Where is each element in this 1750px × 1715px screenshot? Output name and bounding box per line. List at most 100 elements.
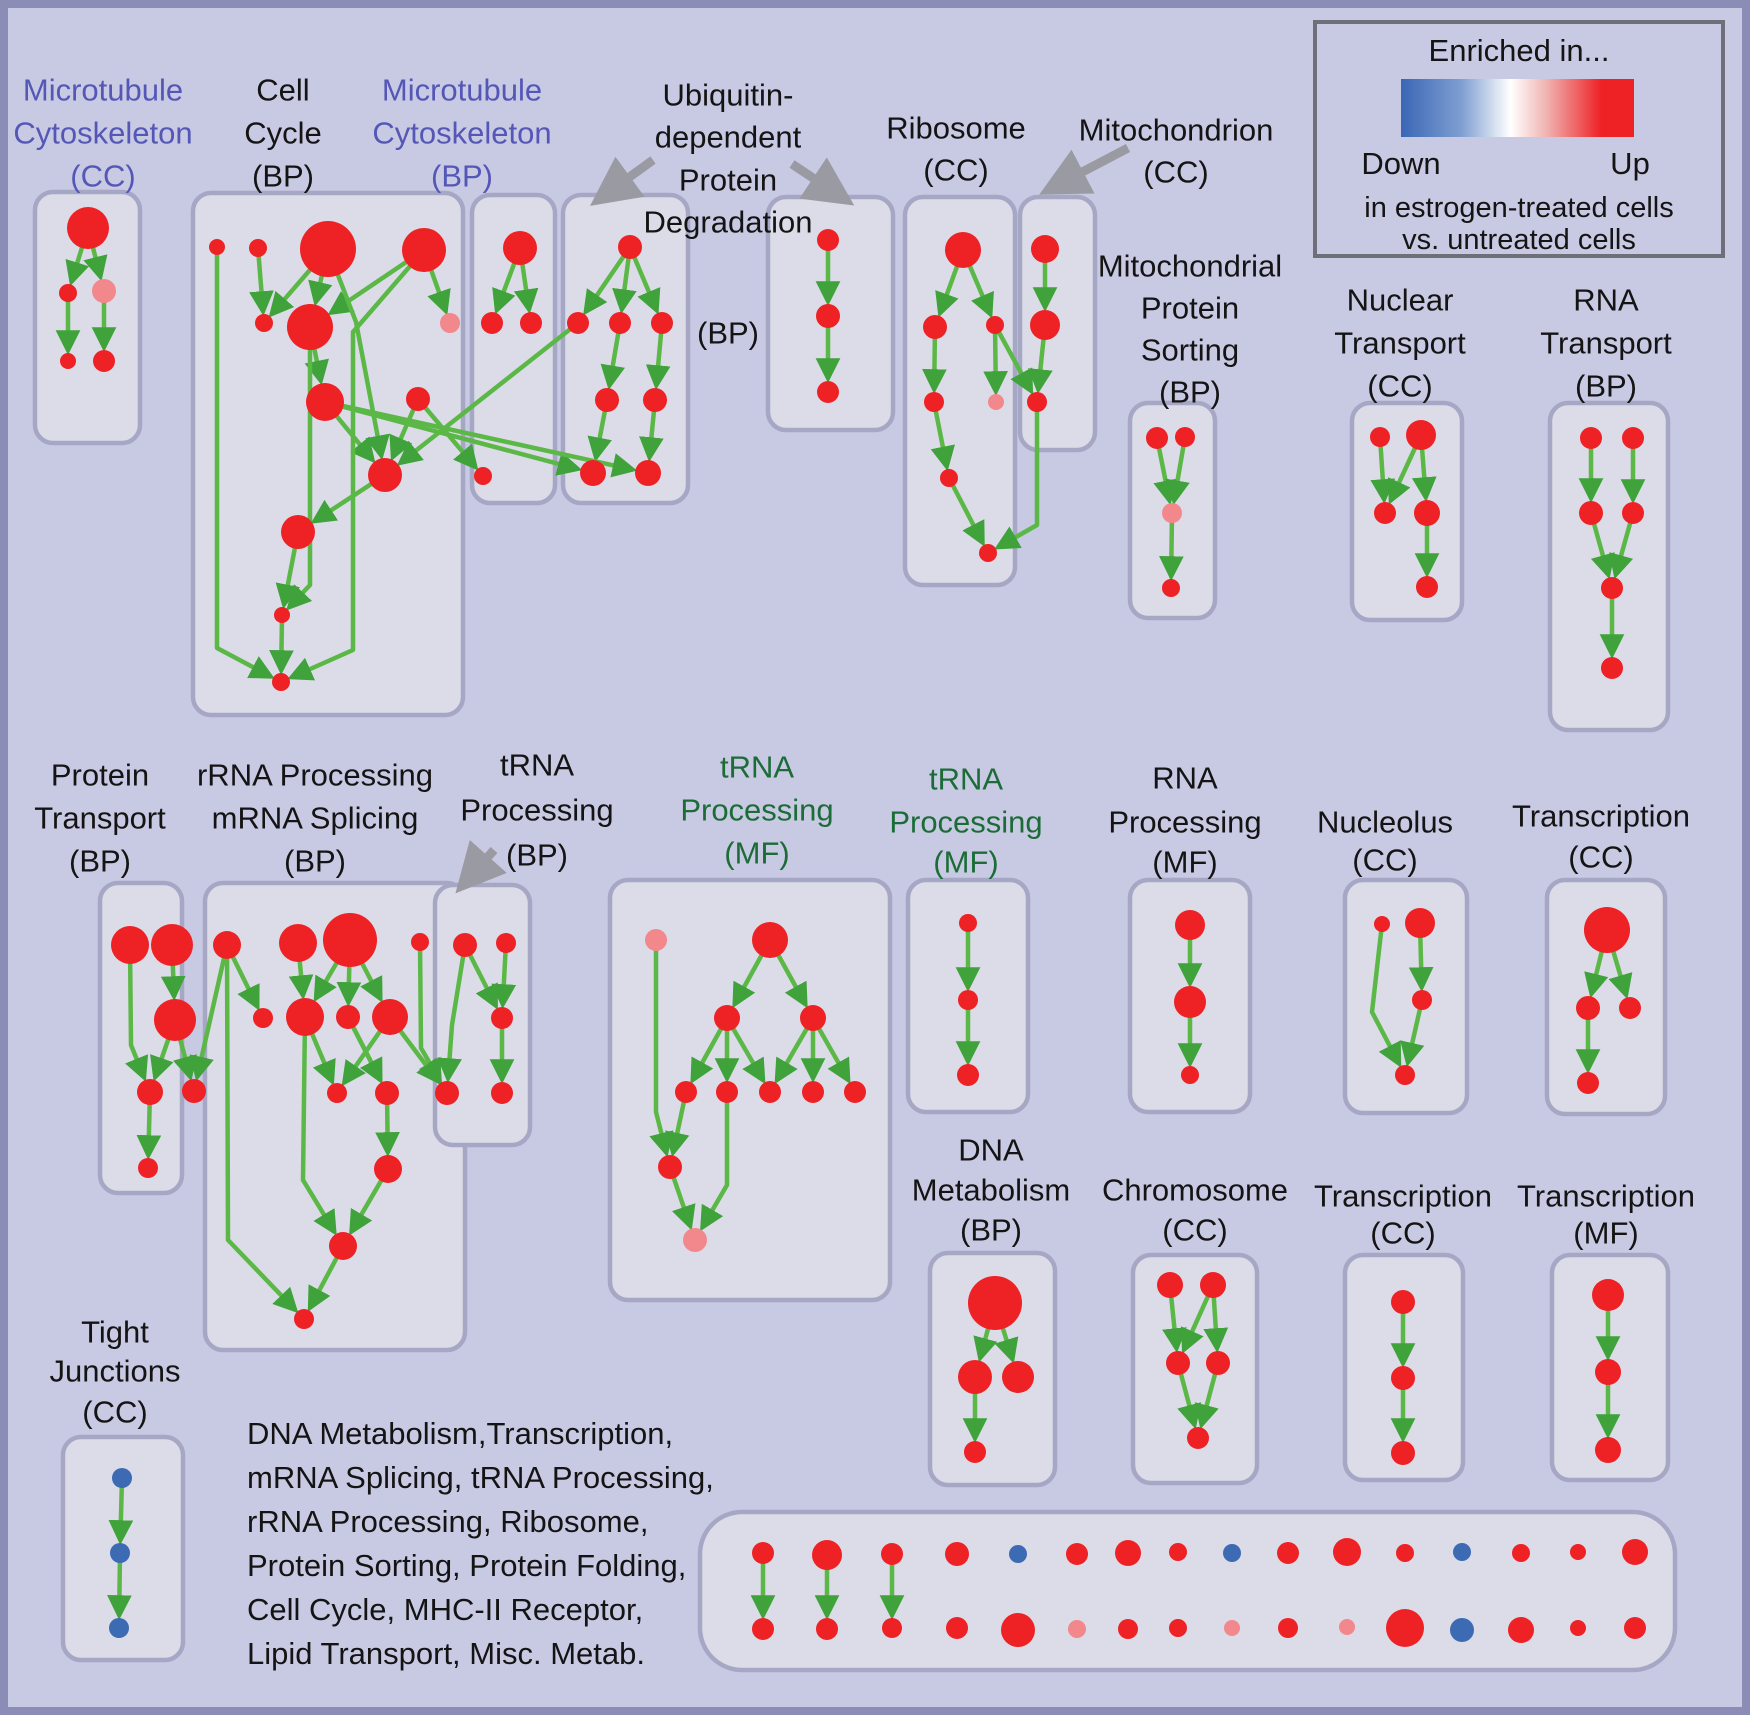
node-trnamf_big [802, 1081, 824, 1103]
node-mito [1027, 392, 1047, 412]
node-trnamf_big [645, 929, 667, 951]
edge [125, 944, 149, 1082]
node-pt [111, 926, 149, 964]
node-dnam [958, 1360, 992, 1394]
node-trnamf_sm [957, 1064, 979, 1086]
cluster-label-cell_cycle: (BP) [252, 159, 314, 194]
cluster-label-trcc3: Transcription [1314, 1179, 1492, 1214]
node-rrna [279, 924, 317, 962]
node-ub2 [817, 229, 839, 251]
cluster-label-tj: (CC) [82, 1395, 147, 1430]
node-trcc2 [1584, 907, 1630, 953]
node-trmf [1592, 1279, 1624, 1311]
node-strip [812, 1540, 842, 1570]
node-cell_cycle [249, 239, 267, 257]
node-cell_cycle [281, 515, 315, 549]
node-mps [1162, 579, 1180, 597]
node-mt_cc [59, 284, 77, 302]
node-trnamf_big [800, 1005, 826, 1031]
node-strip [1570, 1620, 1586, 1636]
cluster-label-trnamf_big: Processing [680, 793, 833, 828]
node-mt_cc [93, 350, 115, 372]
node-rnat [1579, 501, 1603, 525]
node-strip [1386, 1609, 1424, 1647]
node-mito [1030, 310, 1060, 340]
nodes-layer [59, 207, 1648, 1647]
edge [107, 1552, 132, 1620]
node-rnat [1601, 577, 1623, 599]
node-rrna [294, 1309, 314, 1329]
labels-layer: Microtubule Cytoskeleton (CC) Cell Cycle (BP)… [13, 73, 1695, 1430]
node-cell_cycle [402, 228, 446, 272]
cluster-box-nucleolus [1342, 877, 1470, 1116]
cluster-label-rrna: mRNA Splicing [212, 801, 419, 836]
node-strip [1624, 1617, 1646, 1639]
node-trcc2 [1576, 996, 1600, 1020]
cluster-label-cell_cycle: Cell [256, 73, 309, 108]
misc-text-line: rRNA Processing, Ribosome, [247, 1504, 649, 1539]
node-mt_cc [67, 207, 109, 249]
node-trnamf_sm [959, 914, 977, 932]
cluster-label-mps: Protein [1141, 291, 1239, 326]
node-strip [816, 1618, 838, 1640]
node-trcc3 [1391, 1366, 1415, 1390]
node-mt_bp [481, 312, 503, 334]
cluster-label-mt_bp: (BP) [431, 159, 493, 194]
node-nucleolus [1374, 916, 1390, 932]
node-dnam [964, 1441, 986, 1463]
cluster-label-tj: Tight [81, 1315, 149, 1350]
cluster-label-mt_cc: (CC) [70, 159, 135, 194]
node-chrom [1200, 1272, 1226, 1298]
legend-title: Enriched in... [1428, 33, 1610, 68]
node-pt [151, 924, 193, 966]
edge [491, 942, 517, 1009]
legend-subtitle-line1: in estrogen-treated cells [1364, 192, 1674, 224]
node-nuct [1374, 502, 1396, 524]
node-ribosome [923, 315, 947, 339]
cluster-label-dnam: Metabolism [912, 1173, 1071, 1208]
cluster-label-nucleolus: Nucleolus [1317, 805, 1453, 840]
node-mps [1175, 427, 1195, 447]
node-rrna [253, 1008, 273, 1028]
edge [993, 323, 1034, 395]
callout-arrow [589, 156, 656, 206]
edge [396, 321, 580, 466]
cluster-label-ub1: Ubiquitin- [663, 78, 794, 113]
node-pt [154, 999, 196, 1041]
node-rrna [336, 1005, 360, 1029]
node-trcc3 [1391, 1441, 1415, 1465]
node-nucleolus [1405, 908, 1435, 938]
node-mt_bp [520, 312, 542, 334]
node-rnapmf [1174, 986, 1206, 1018]
node-dnam [1002, 1361, 1034, 1393]
edge [649, 940, 674, 1158]
cluster-label-mps: Mitochondrial [1098, 249, 1282, 284]
node-rrna [286, 998, 324, 1036]
misc-text-line: mRNA Splicing, tRNA Processing, [247, 1460, 714, 1495]
node-strip [1339, 1619, 1355, 1635]
cluster-label-rrna: (BP) [284, 844, 346, 879]
edge [1165, 436, 1190, 506]
cluster-label-nuct: Transport [1334, 326, 1466, 361]
node-chrom [1166, 1351, 1190, 1375]
node-nuct [1414, 500, 1440, 526]
cluster-label-nuct: Nuclear [1347, 283, 1454, 318]
cluster-label-trnamf_sm: tRNA [929, 762, 1003, 797]
cluster-label-pt: (BP) [69, 844, 131, 879]
node-strip [1512, 1544, 1530, 1562]
node-ub1 [580, 460, 606, 486]
node-strip [882, 1618, 902, 1638]
edge [994, 402, 1040, 550]
cluster-label-dnam: DNA [958, 1133, 1024, 1168]
node-strip [1066, 1543, 1088, 1565]
node-trmf [1595, 1359, 1621, 1385]
cluster-label-trmf: Transcription [1517, 1179, 1695, 1214]
node-ribosome [986, 316, 1004, 334]
cluster-label-mito: Mitochondrion [1079, 113, 1274, 148]
node-ribosome [940, 469, 958, 487]
callout-arrow [1039, 144, 1131, 195]
cluster-label-trnamf_sm: (MF) [933, 845, 998, 880]
node-ub1 [635, 460, 661, 486]
node-rrna [329, 1232, 357, 1260]
edge [189, 944, 230, 1082]
